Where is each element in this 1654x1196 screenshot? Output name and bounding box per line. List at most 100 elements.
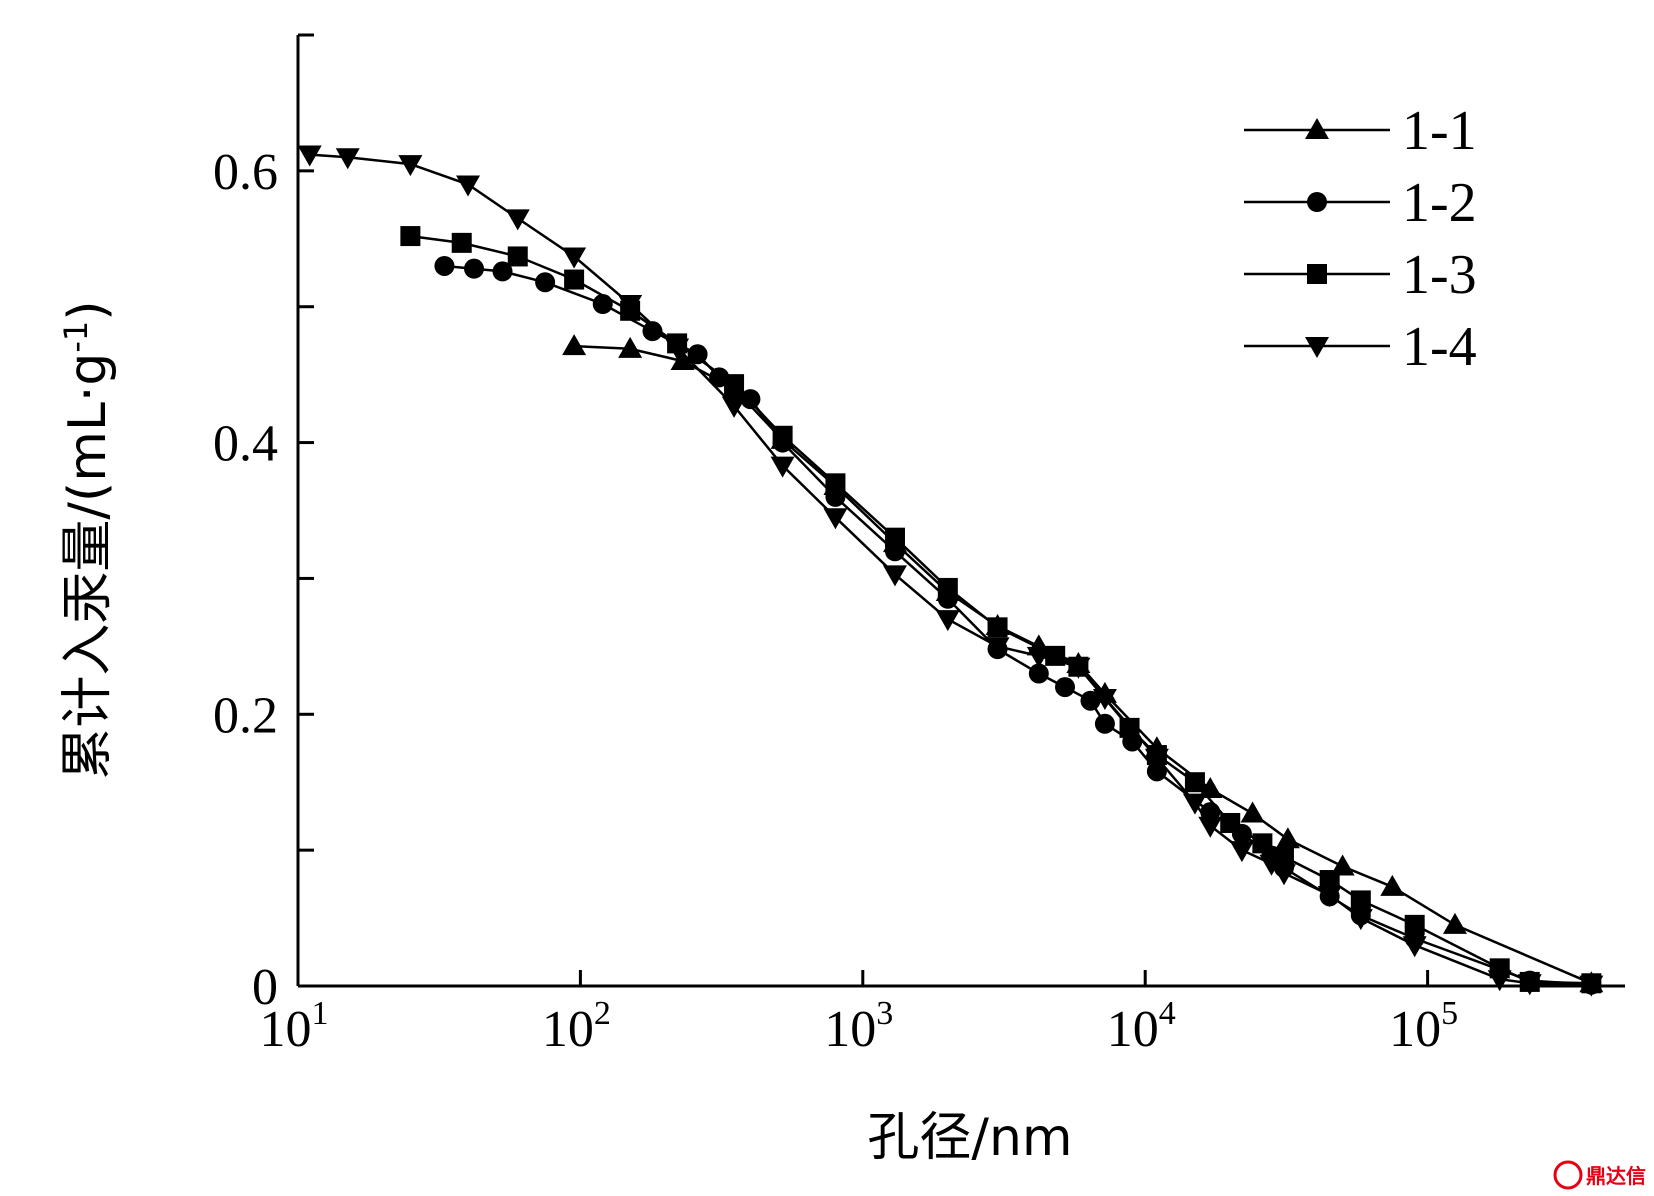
data-point-1-3 — [987, 617, 1008, 638]
data-point-1-4 — [1092, 688, 1117, 710]
x-tick-label: 101 — [260, 995, 329, 1058]
data-point-1-3 — [1220, 812, 1241, 833]
data-point-1-4 — [1348, 909, 1373, 931]
data-point-1-3 — [564, 269, 585, 290]
data-point-1-4 — [770, 456, 795, 478]
data-point-1-4 — [882, 565, 907, 587]
data-point-1-2 — [687, 344, 708, 365]
data-point-1-3 — [724, 374, 745, 395]
axes: 0 0.2 0.4 0.6 101 102 103 104 105 — [213, 33, 1625, 1058]
data-point-1-3 — [825, 473, 846, 494]
data-point-1-4 — [1517, 974, 1542, 996]
data-point-1-2 — [1028, 663, 1049, 684]
data-point-1-3 — [1404, 914, 1425, 935]
data-point-1-4 — [1402, 936, 1427, 958]
data-point-1-4 — [1026, 646, 1051, 668]
data-point-1-4 — [1066, 657, 1091, 679]
data-point-1-4 — [1144, 748, 1169, 770]
legend-marker — [1305, 118, 1329, 139]
legend-label: 1-4 — [1402, 316, 1477, 378]
legend-item-1-2: 1-2 — [1244, 172, 1477, 234]
legend-marker — [1305, 337, 1329, 358]
x-tick-label: 104 — [1107, 995, 1176, 1058]
data-point-1-4 — [1259, 854, 1284, 876]
data-point-1-4 — [665, 338, 690, 360]
data-point-1-3 — [1350, 890, 1371, 911]
legend-item-1-4: 1-4 — [1244, 316, 1477, 378]
x-tick-label: 105 — [1389, 995, 1458, 1058]
data-point-1-2 — [592, 293, 613, 314]
data-point-1-4 — [1487, 970, 1512, 992]
data-point-1-4 — [1271, 864, 1296, 886]
data-point-1-3 — [507, 246, 528, 267]
data-point-1-4 — [935, 610, 960, 632]
legend-label: 1-3 — [1402, 244, 1477, 306]
y-axis-title-superscript: -1 — [57, 321, 95, 353]
data-point-1-4 — [823, 508, 848, 530]
x-tick-label: 103 — [824, 995, 893, 1058]
data-point-1-2 — [1146, 761, 1167, 782]
data-point-1-4 — [1579, 975, 1604, 997]
watermark: 鼎达信 — [1553, 1160, 1646, 1190]
legend: 1-1 1-2 1-3 1-4 — [1244, 100, 1477, 378]
legend-label: 1-2 — [1402, 172, 1477, 234]
data-point-1-4 — [456, 175, 481, 197]
data-point-1-1 — [562, 334, 587, 356]
y-tick-label: 0.2 — [213, 687, 278, 744]
data-point-1-3 — [451, 232, 472, 253]
x-axis-title: 孔径/nm — [867, 1108, 1072, 1168]
data-point-1-1 — [1442, 912, 1467, 934]
data-point-1-1 — [1240, 801, 1265, 823]
y-tick-label: 0.6 — [213, 144, 278, 201]
x-tick-label: 102 — [542, 995, 611, 1058]
legend-item-1-1: 1-1 — [1244, 100, 1477, 162]
data-point-1-4 — [297, 145, 322, 167]
y-tick-label: 0.4 — [213, 416, 278, 473]
data-point-1-2 — [642, 321, 663, 342]
legend-marker — [1307, 192, 1327, 212]
data-point-1-4 — [1229, 841, 1254, 863]
legend-marker — [1307, 264, 1327, 284]
data-point-1-4 — [505, 209, 530, 231]
data-point-1-2 — [1080, 690, 1101, 711]
series-1-4 — [297, 145, 1604, 997]
data-point-1-4 — [398, 155, 423, 177]
data-point-1-2 — [1094, 713, 1115, 734]
data-point-1-2 — [492, 261, 513, 282]
data-point-1-1 — [670, 349, 695, 371]
data-point-1-3 — [772, 425, 793, 446]
data-point-1-3 — [1252, 833, 1273, 854]
data-point-1-1 — [618, 336, 643, 358]
y-tick-label: 0 — [252, 959, 278, 1016]
data-point-1-4 — [335, 148, 360, 170]
data-point-1-4 — [1182, 793, 1207, 815]
data-point-1-2 — [434, 255, 455, 276]
y-axis-title-main: 累计入汞量/(mL·g — [58, 353, 118, 780]
y-axis-title-close: ) — [58, 300, 118, 320]
data-point-1-2 — [740, 389, 761, 410]
data-point-1-4 — [1198, 816, 1223, 838]
data-point-1-4 — [1317, 885, 1342, 907]
data-point-1-3 — [884, 527, 905, 548]
data-point-1-2 — [535, 272, 556, 293]
svg-text:累计入汞量/(mL·g-1): 累计入汞量/(mL·g-1) — [57, 300, 118, 779]
data-point-1-4 — [722, 396, 747, 418]
data-point-1-4 — [562, 247, 587, 269]
data-point-1-1 — [1275, 827, 1300, 849]
plot-area — [297, 145, 1604, 997]
legend-item-1-3: 1-3 — [1244, 244, 1477, 306]
data-point-1-2 — [1055, 677, 1076, 698]
watermark-logo-icon — [1553, 1160, 1583, 1190]
data-point-1-3 — [400, 226, 421, 247]
watermark-text: 鼎达信 — [1586, 1164, 1646, 1188]
data-point-1-3 — [1319, 870, 1340, 891]
data-point-1-4 — [985, 637, 1010, 659]
y-axis-title: 累计入汞量/(mL·g-1) — [57, 300, 118, 779]
data-point-1-4 — [618, 294, 643, 316]
data-point-1-3 — [937, 577, 958, 598]
data-point-1-1 — [1380, 874, 1405, 896]
data-point-1-2 — [464, 258, 485, 279]
data-point-1-3 — [1184, 772, 1205, 793]
legend-label: 1-1 — [1402, 100, 1477, 162]
